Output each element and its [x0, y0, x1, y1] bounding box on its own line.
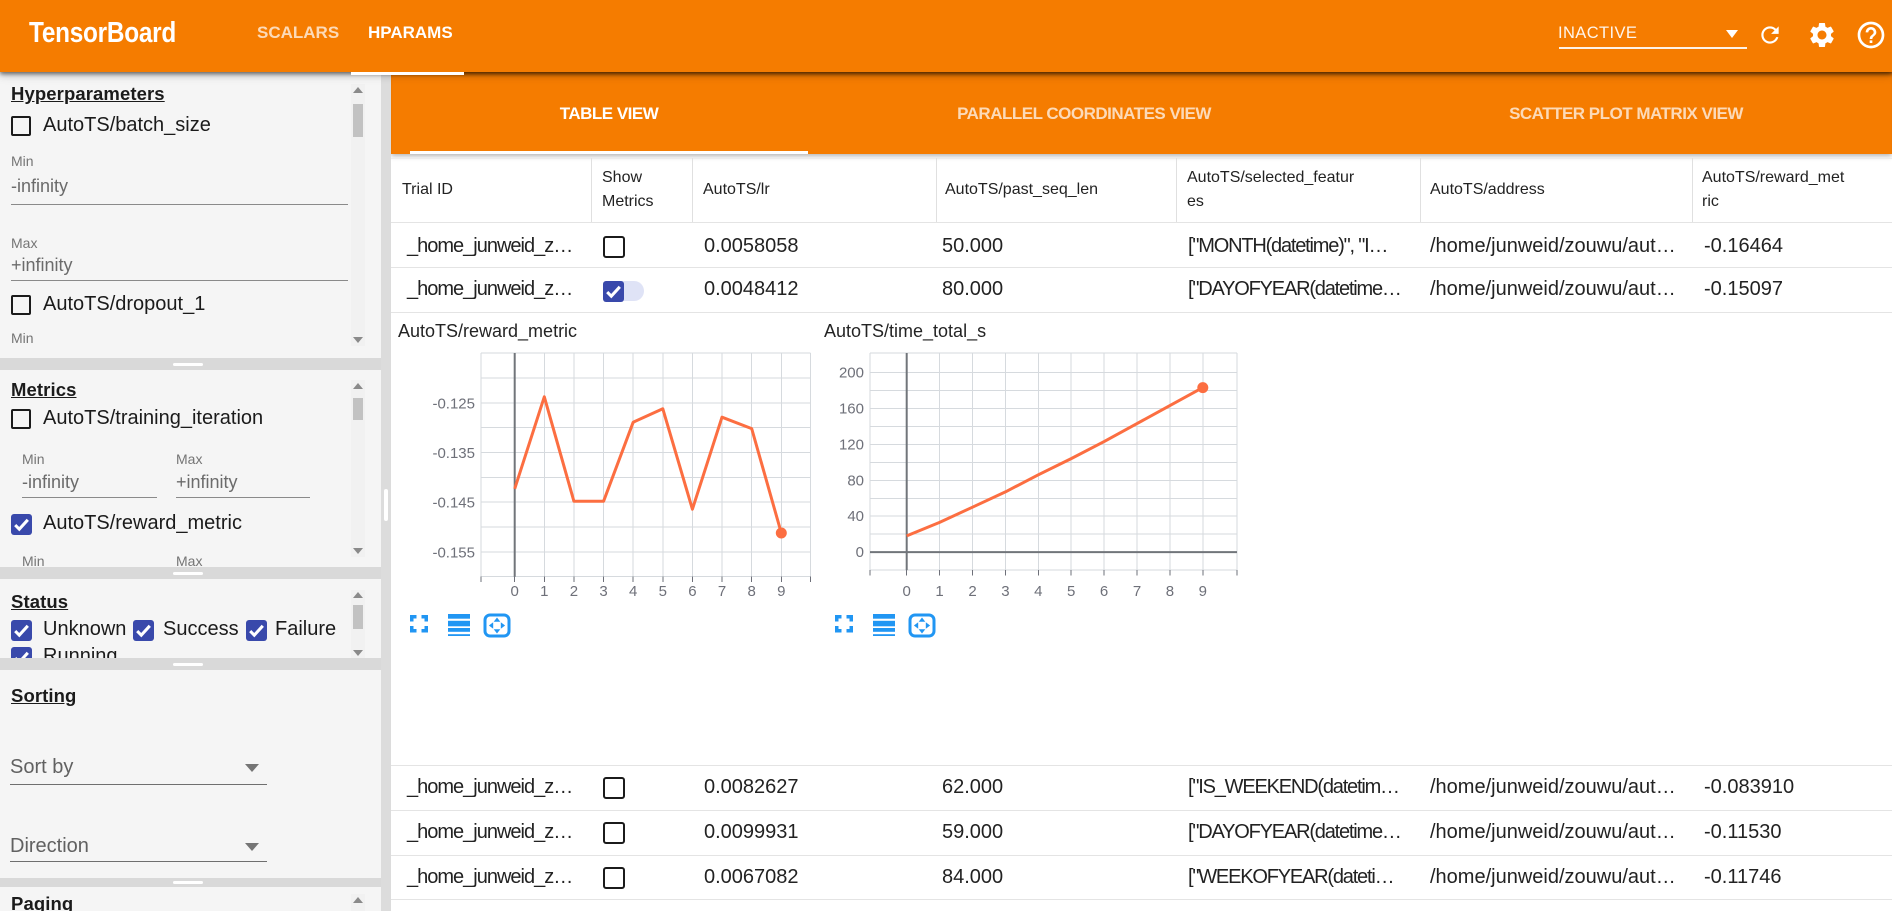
svg-text:6: 6	[688, 583, 696, 600]
svg-text:-0.125: -0.125	[432, 395, 475, 412]
svg-text:-0.155: -0.155	[432, 544, 475, 561]
svg-text:1: 1	[935, 583, 943, 600]
svg-text:AutoTS/time_total_s: AutoTS/time_total_s	[824, 322, 986, 342]
svg-text:80: 80	[847, 472, 864, 489]
svg-text:3: 3	[1001, 583, 1009, 600]
svg-text:0: 0	[856, 544, 864, 561]
svg-text:2: 2	[968, 583, 976, 600]
svg-text:-0.145: -0.145	[432, 495, 475, 512]
svg-text:-0.135: -0.135	[432, 445, 475, 462]
svg-text:1: 1	[540, 583, 548, 600]
svg-text:160: 160	[839, 401, 864, 418]
svg-text:0: 0	[511, 583, 519, 600]
svg-text:200: 200	[839, 365, 864, 382]
svg-text:9: 9	[1199, 583, 1207, 600]
svg-text:6: 6	[1100, 583, 1108, 600]
svg-text:4: 4	[629, 583, 637, 600]
svg-text:7: 7	[1133, 583, 1141, 600]
svg-text:120: 120	[839, 436, 864, 453]
svg-text:8: 8	[1166, 583, 1174, 600]
svg-text:5: 5	[659, 583, 667, 600]
svg-text:8: 8	[748, 583, 756, 600]
svg-text:5: 5	[1067, 583, 1075, 600]
svg-text:40: 40	[847, 508, 864, 525]
svg-text:7: 7	[718, 583, 726, 600]
svg-text:0: 0	[903, 583, 911, 600]
svg-text:AutoTS/reward_metric: AutoTS/reward_metric	[398, 322, 577, 342]
svg-text:4: 4	[1034, 583, 1042, 600]
svg-text:3: 3	[599, 583, 607, 600]
svg-text:2: 2	[570, 583, 578, 600]
svg-text:9: 9	[777, 583, 785, 600]
